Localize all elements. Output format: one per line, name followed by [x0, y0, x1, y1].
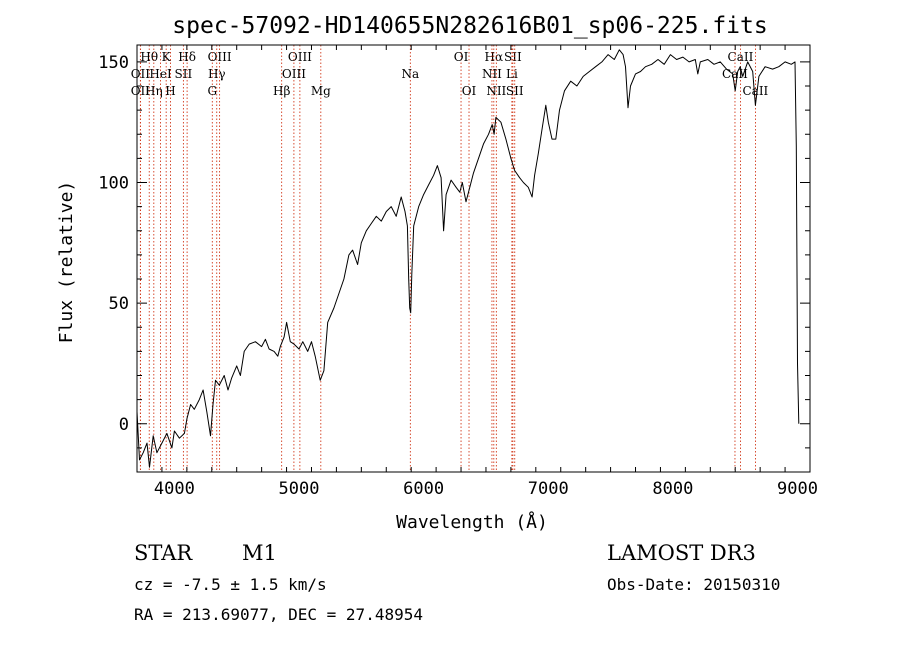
- marker-label-19: Hα: [485, 50, 504, 64]
- marker-label-16: Na: [401, 67, 419, 81]
- y-tick-label-50: 50: [109, 294, 129, 314]
- marker-label-8: Hδ: [178, 50, 196, 64]
- chart-title: spec-57092-HD140655N282616B01_sp06-225.f…: [172, 13, 767, 39]
- x-tick-label-6000: 6000: [403, 479, 444, 499]
- y-axis-ticks: 0 50 100 150: [98, 53, 810, 473]
- marker-label-24: SII: [506, 84, 524, 98]
- series-line-flux: [136, 49, 800, 468]
- x-tick-label-9000: 9000: [777, 479, 818, 499]
- y-tick-label-150: 150: [98, 53, 129, 73]
- marker-label-2: OII: [131, 84, 151, 98]
- marker-label-17: OI: [454, 50, 469, 64]
- x-axis-ticks: 4000 5000 6000 7000 8000 9000: [136, 45, 818, 499]
- object-type: STAR: [134, 541, 193, 565]
- y-tick-label-0: 0: [119, 415, 129, 435]
- y-axis-label: Flux (relative): [56, 181, 77, 344]
- object-subclass: M1: [242, 541, 277, 565]
- x-axis-label: Wavelength (Å): [396, 511, 548, 533]
- marker-label-15: Mg: [311, 84, 331, 98]
- marker-label-25: CaII: [728, 50, 754, 64]
- marker-label-21: NII: [486, 84, 506, 98]
- x-tick-label-8000: 8000: [652, 479, 693, 499]
- marker-label-6: H: [165, 84, 175, 98]
- marker-label-12: Hβ: [273, 84, 290, 98]
- marker-label-10: Hγ: [208, 67, 226, 81]
- x-tick-label-4000: 4000: [154, 479, 195, 499]
- marker-label-4: HeI: [149, 67, 172, 81]
- obs-date: Obs-Date: 20150310: [607, 575, 780, 594]
- marker-label-27: CaII: [742, 84, 768, 98]
- marker-label-23: Li: [506, 67, 518, 81]
- redshift-cz: cz = -7.5 ± 1.5 km/s: [134, 575, 327, 594]
- plot-frame: [136, 44, 811, 473]
- marker-label-18: OI: [462, 84, 477, 98]
- marker-label-9: OIII: [208, 50, 232, 64]
- y-tick-label-100: 100: [98, 174, 129, 194]
- marker-label-14: OIII: [282, 67, 306, 81]
- survey-name: LAMOST DR3: [607, 541, 756, 565]
- marker-label-11: G: [207, 84, 217, 98]
- coordinates: RA = 213.69077, DEC = 27.48954: [134, 605, 423, 624]
- marker-label-7: SII: [175, 67, 193, 81]
- x-tick-label-7000: 7000: [528, 479, 569, 499]
- marker-label-22: SII: [504, 50, 522, 64]
- spectrum-series: [136, 49, 800, 468]
- x-tick-label-5000: 5000: [279, 479, 320, 499]
- marker-label-5: K: [162, 50, 172, 64]
- marker-label-3: Hη: [145, 84, 163, 98]
- marker-label-20: NII: [482, 67, 502, 81]
- marker-label-13: OIII: [288, 50, 312, 64]
